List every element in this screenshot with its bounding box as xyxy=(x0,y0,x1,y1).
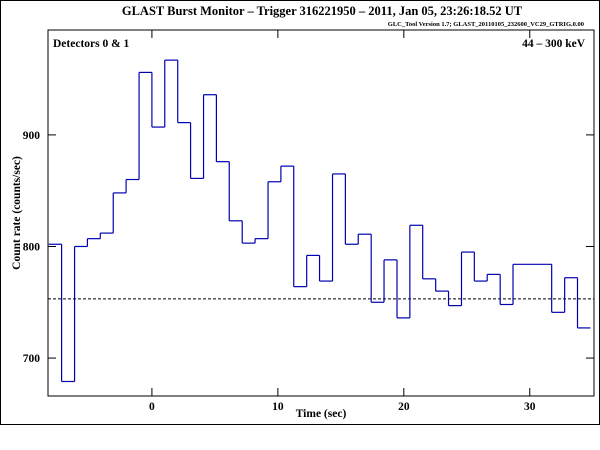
annotation: Detectors 0 & 1 xyxy=(53,38,130,50)
y-tick-label: 700 xyxy=(23,353,41,365)
x-tick-label: 0 xyxy=(149,401,155,413)
chart-subtitle: GLC_Tool Version 1.7; GLAST_20110105_232… xyxy=(388,21,584,28)
y-tick-label: 800 xyxy=(23,241,41,253)
chart-title: GLAST Burst Monitor – Trigger 316221950 … xyxy=(122,4,523,18)
x-tick-label: 10 xyxy=(272,401,284,413)
y-axis-label: Count rate (counts/sec) xyxy=(11,156,23,270)
plot-frame xyxy=(47,29,595,397)
figure-frame xyxy=(0,0,600,425)
y-tick-label: 900 xyxy=(23,130,41,142)
annotation: 44 – 300 keV xyxy=(522,38,586,50)
x-axis-label: Time (sec) xyxy=(296,408,347,420)
x-tick-label: 30 xyxy=(524,401,536,413)
x-tick-label: 20 xyxy=(398,401,410,413)
